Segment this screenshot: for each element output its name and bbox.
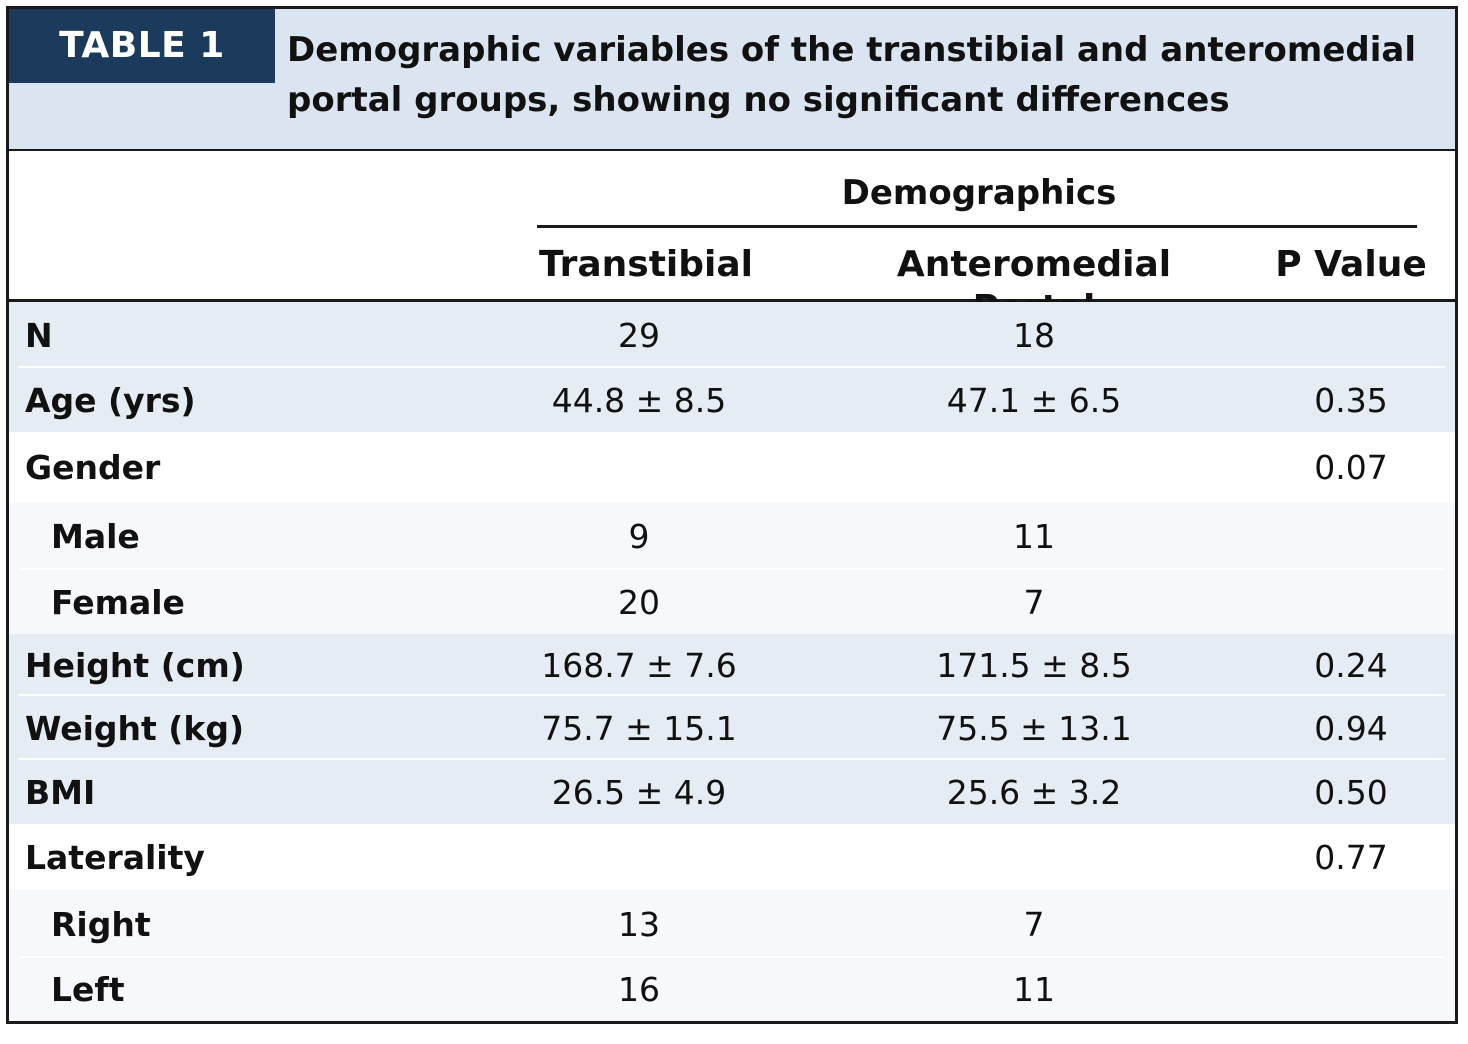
row-divider xyxy=(19,568,1445,570)
p-value: 0.77 xyxy=(1314,837,1388,877)
p-value xyxy=(1271,570,1431,634)
row-label: N xyxy=(25,315,53,355)
transtibial-value: 168.7 ± 7.6 xyxy=(541,645,737,685)
row-label: Gender xyxy=(25,447,161,487)
anteromedial-value xyxy=(934,824,1134,890)
transtibial-value: 26.5 ± 4.9 xyxy=(551,772,727,812)
table-row: Male 9 11 xyxy=(9,502,1455,570)
row-label: Male xyxy=(51,516,140,556)
demographics-table: TABLE 1 Demographic variables of the tra… xyxy=(6,6,1458,1024)
table-row: BMI 26.5 ± 4.9 25.6 ± 3.2 0.50 xyxy=(9,760,1455,824)
column-header-p-value: P Value xyxy=(1275,244,1427,285)
anteromedial-value: 75.5 ± 13.1 xyxy=(936,708,1132,748)
group-header-demographics: Demographics xyxy=(841,173,1117,213)
anteromedial-value: 11 xyxy=(1013,970,1055,1009)
row-label: BMI xyxy=(25,772,96,812)
transtibial-value: 44.8 ± 8.5 xyxy=(551,380,727,420)
p-value: 0.35 xyxy=(1314,380,1388,420)
table-row: Left 16 11 xyxy=(9,958,1455,1021)
table-caption: Demographic variables of the transtibial… xyxy=(287,30,1416,120)
table-row: Laterality 0.77 xyxy=(9,824,1455,890)
transtibial-value: 29 xyxy=(618,315,660,355)
row-label: Female xyxy=(51,582,185,622)
row-divider xyxy=(19,366,1445,368)
p-value: 0.07 xyxy=(1314,447,1388,487)
anteromedial-value: 47.1 ± 6.5 xyxy=(946,380,1122,420)
p-value xyxy=(1271,890,1431,958)
p-value: 0.24 xyxy=(1314,645,1388,685)
row-label: Height (cm) xyxy=(25,645,245,685)
anteromedial-value: 18 xyxy=(1013,315,1055,355)
transtibial-value: 16 xyxy=(618,970,660,1009)
group-header-rule xyxy=(537,225,1417,228)
table-row: Age (yrs) 44.8 ± 8.5 47.1 ± 6.5 0.35 xyxy=(9,368,1455,432)
p-value: 0.50 xyxy=(1314,772,1388,812)
anteromedial-value xyxy=(934,432,1134,502)
row-label: Left xyxy=(51,970,125,1009)
transtibial-value xyxy=(539,824,739,890)
row-label: Weight (kg) xyxy=(25,708,245,748)
table-row: N 29 18 xyxy=(9,302,1455,368)
row-divider xyxy=(19,694,1445,696)
p-value xyxy=(1271,502,1431,570)
row-label: Laterality xyxy=(25,837,205,877)
table-row: Height (cm) 168.7 ± 7.6 171.5 ± 8.5 0.24 xyxy=(9,634,1455,696)
anteromedial-value: 7 xyxy=(1023,582,1045,622)
transtibial-value: 13 xyxy=(618,904,660,944)
p-value xyxy=(1271,302,1431,368)
table-row: Weight (kg) 75.7 ± 15.1 75.5 ± 13.1 0.94 xyxy=(9,696,1455,760)
row-label: Right xyxy=(51,904,151,944)
anteromedial-value: 11 xyxy=(1013,516,1055,556)
table-row: Gender 0.07 xyxy=(9,432,1455,502)
transtibial-value: 20 xyxy=(618,582,660,622)
transtibial-value: 9 xyxy=(628,516,650,556)
p-value xyxy=(1271,958,1431,1021)
row-label: Age (yrs) xyxy=(25,380,196,420)
anteromedial-value: 25.6 ± 3.2 xyxy=(946,772,1122,812)
column-header-transtibial: Transtibial xyxy=(539,244,753,285)
p-value: 0.94 xyxy=(1314,708,1388,748)
anteromedial-value: 171.5 ± 8.5 xyxy=(936,645,1132,685)
table-header: Demographics Transtibial Anteromedial Po… xyxy=(9,151,1455,329)
table-caption-band: TABLE 1 Demographic variables of the tra… xyxy=(9,9,1455,151)
table-number-tag: TABLE 1 xyxy=(9,9,275,83)
table-row: Female 20 7 xyxy=(9,570,1455,634)
row-divider xyxy=(19,758,1445,760)
table-row: Right 13 7 xyxy=(9,890,1455,958)
row-divider xyxy=(19,956,1445,958)
transtibial-value: 75.7 ± 15.1 xyxy=(541,708,737,748)
transtibial-value xyxy=(539,432,739,502)
anteromedial-value: 7 xyxy=(1023,904,1045,944)
